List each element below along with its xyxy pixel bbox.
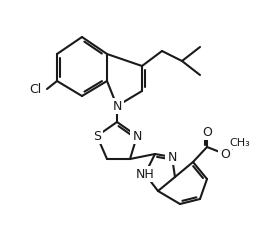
- Text: S: S: [93, 130, 101, 143]
- Text: Cl: Cl: [29, 83, 41, 96]
- Text: N: N: [167, 151, 177, 164]
- Text: NH: NH: [136, 168, 154, 181]
- Text: O: O: [202, 126, 212, 139]
- Text: CH₃: CH₃: [230, 138, 250, 147]
- Text: O: O: [220, 148, 230, 161]
- Text: N: N: [112, 100, 122, 113]
- Text: N: N: [132, 130, 142, 143]
